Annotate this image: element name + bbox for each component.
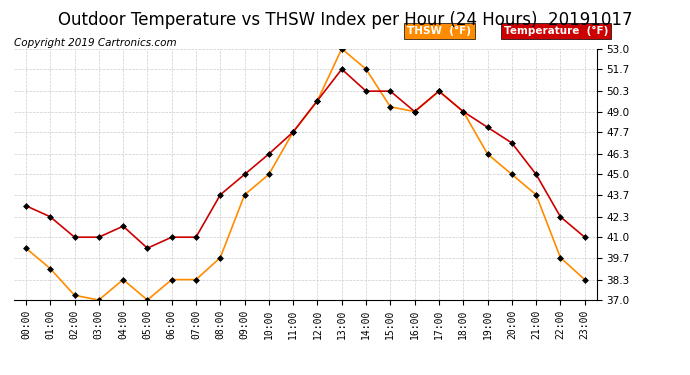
Text: Temperature  (°F): Temperature (°F)	[504, 26, 608, 36]
Text: Copyright 2019 Cartronics.com: Copyright 2019 Cartronics.com	[14, 38, 177, 48]
Text: THSW  (°F): THSW (°F)	[407, 26, 471, 36]
Text: Outdoor Temperature vs THSW Index per Hour (24 Hours)  20191017: Outdoor Temperature vs THSW Index per Ho…	[58, 11, 632, 29]
